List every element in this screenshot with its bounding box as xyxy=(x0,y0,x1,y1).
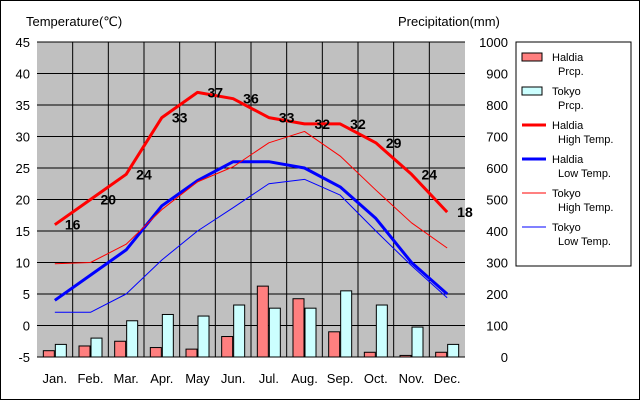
left-tick-label: 10 xyxy=(16,256,30,271)
right-tick-label: 300 xyxy=(486,256,508,271)
category-label: Sep. xyxy=(327,371,354,386)
category-label: Jul. xyxy=(259,371,279,386)
right-tick-label: 600 xyxy=(486,161,508,176)
left-tick-label: 0 xyxy=(23,319,30,334)
data-label: 32 xyxy=(315,116,331,132)
legend-label: Haldia xyxy=(552,52,584,64)
bar xyxy=(149,347,162,358)
data-label: 16 xyxy=(65,217,81,233)
bar xyxy=(375,304,388,358)
bar xyxy=(268,307,281,358)
legend-label: Prcp. xyxy=(558,100,584,112)
left-axis-title: Temperature(℃) xyxy=(26,14,122,29)
data-label: 37 xyxy=(208,84,224,100)
legend-label: High Temp. xyxy=(558,134,613,146)
category-label: Nov. xyxy=(399,371,425,386)
right-tick-label: 800 xyxy=(486,98,508,113)
bar xyxy=(435,351,448,358)
bar xyxy=(233,304,246,358)
data-label: 33 xyxy=(279,110,295,126)
category-label: Mar. xyxy=(114,371,139,386)
bar xyxy=(78,345,91,358)
category-label: Dec. xyxy=(434,371,461,386)
left-tick-label: 45 xyxy=(16,35,30,50)
legend-label: Haldia xyxy=(552,120,584,132)
bar xyxy=(447,343,460,358)
data-label: 36 xyxy=(243,91,259,107)
bar xyxy=(363,351,376,358)
bar xyxy=(304,307,317,358)
legend-label: Low Temp. xyxy=(558,168,611,180)
left-tick-label: 25 xyxy=(16,161,30,176)
data-label: 32 xyxy=(350,116,366,132)
category-label: May xyxy=(185,371,210,386)
bar xyxy=(411,326,424,358)
data-label: 33 xyxy=(172,110,188,126)
legend-swatch xyxy=(521,52,543,62)
data-label: 29 xyxy=(386,135,402,151)
right-tick-label: 700 xyxy=(486,130,508,145)
right-tick-label: 0 xyxy=(501,350,508,365)
category-label: Jun. xyxy=(221,371,246,386)
data-label: 24 xyxy=(422,166,438,182)
data-label: 24 xyxy=(136,166,152,182)
series-line xyxy=(53,160,449,302)
category-label: Feb. xyxy=(77,371,103,386)
series-line xyxy=(54,178,448,313)
data-label: 20 xyxy=(101,192,117,208)
right-tick-label: 100 xyxy=(486,319,508,334)
left-tick-label: 40 xyxy=(16,67,30,82)
category-label: Apr. xyxy=(150,371,173,386)
legend-box xyxy=(515,41,632,267)
left-tick-label: 15 xyxy=(16,224,30,239)
legend-label: Low Temp. xyxy=(558,236,611,248)
bar xyxy=(126,320,139,358)
bar xyxy=(328,331,341,358)
right-axis-title: Precipitation(mm) xyxy=(398,14,500,29)
series-line xyxy=(53,90,449,226)
legend-label: Tokyo xyxy=(552,188,581,200)
right-tick-label: 400 xyxy=(486,224,508,239)
legend-label: Tokyo xyxy=(552,86,581,98)
right-tick-label: 1000 xyxy=(479,35,508,50)
category-label: Jan. xyxy=(43,371,68,386)
left-tick-label: 35 xyxy=(16,98,30,113)
bar xyxy=(54,343,67,358)
right-tick-label: 200 xyxy=(486,287,508,302)
bar xyxy=(114,340,127,358)
bar xyxy=(256,285,269,358)
left-tick-label: 30 xyxy=(16,130,30,145)
bar xyxy=(90,337,103,358)
left-tick-label: -5 xyxy=(18,350,30,365)
left-tick-label: 20 xyxy=(16,193,30,208)
legend-label: High Temp. xyxy=(558,202,613,214)
legend-label: Tokyo xyxy=(552,222,581,234)
right-tick-label: 900 xyxy=(486,67,508,82)
bar xyxy=(340,290,353,358)
bar xyxy=(221,336,234,358)
right-tick-label: 500 xyxy=(486,193,508,208)
bar xyxy=(197,315,210,358)
bar xyxy=(161,313,174,358)
left-tick-label: 5 xyxy=(23,287,30,302)
legend-swatch xyxy=(521,86,543,96)
legend-label: Prcp. xyxy=(558,66,584,78)
series-line xyxy=(54,130,448,265)
bar xyxy=(399,354,412,358)
data-label: 18 xyxy=(457,204,473,220)
bar xyxy=(292,298,305,358)
legend-label: Haldia xyxy=(552,154,584,166)
category-label: Aug. xyxy=(291,371,318,386)
bar xyxy=(42,350,55,358)
category-label: Oct. xyxy=(364,371,388,386)
bar xyxy=(185,348,198,358)
